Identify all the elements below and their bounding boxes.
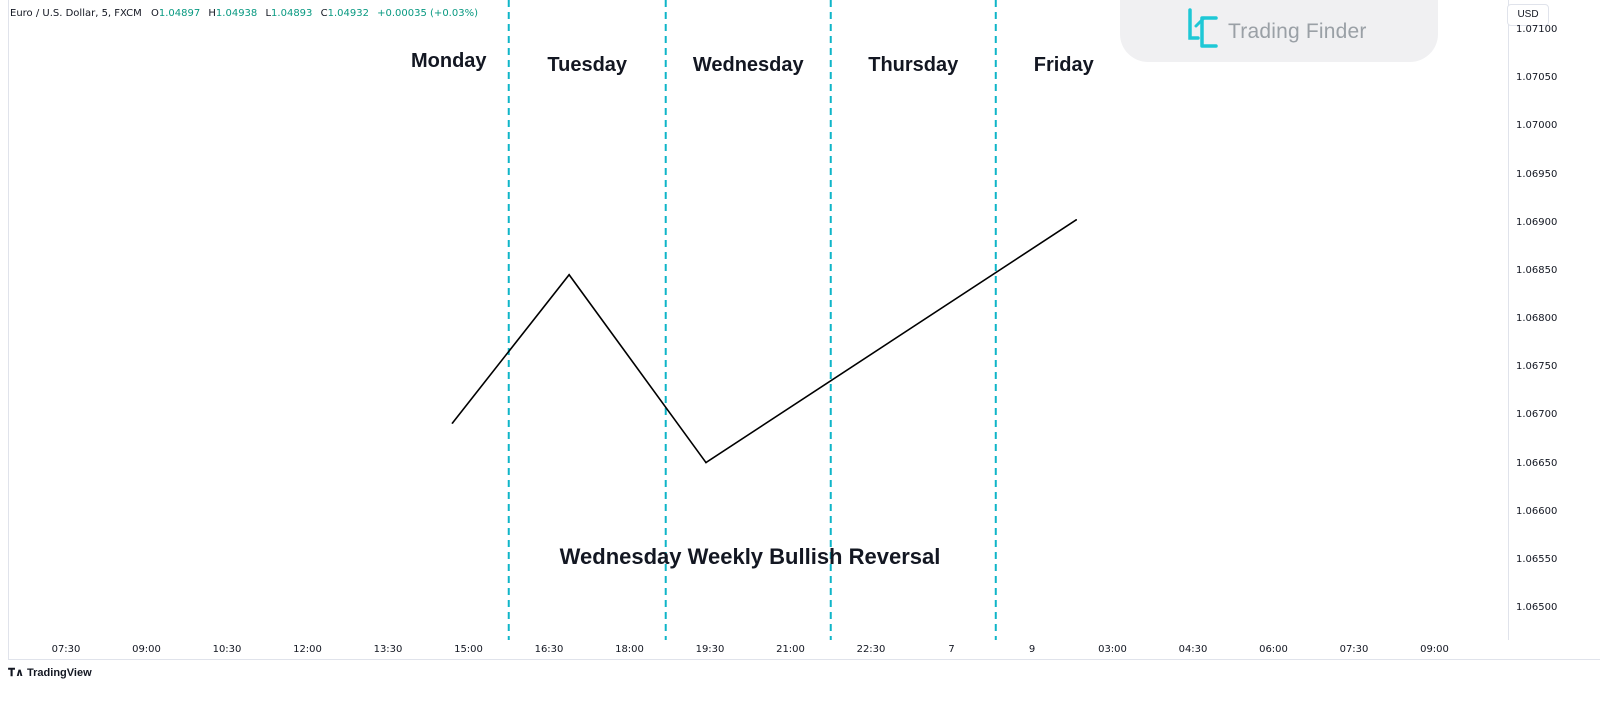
low-value: 1.04893 [271, 8, 313, 19]
y-tick-label: 1.06900 [1516, 216, 1558, 228]
y-tick-label: 1.06750 [1516, 361, 1558, 373]
tradingview-label: TradingView [27, 667, 92, 679]
x-tick-label: 09:00 [1420, 644, 1449, 655]
x-tick-label: 07:30 [51, 644, 81, 655]
y-tick-label: 1.06950 [1516, 168, 1558, 180]
chart-pane[interactable] [8, 0, 1600, 660]
open-value: 1.04897 [158, 8, 201, 19]
x-tick-label: 7 [948, 644, 955, 655]
symbol-name: Euro / U.S. Dollar, 5, FXCM [10, 8, 142, 19]
open-label: O [150, 8, 159, 19]
x-tick-label: 03:00 [1098, 644, 1127, 655]
x-tick-label: 04:30 [1178, 644, 1208, 655]
tradingview-logo-icon: 𝐓∧ [8, 667, 25, 679]
tradingview-brand[interactable]: 𝐓∧ TradingView [8, 666, 92, 680]
currency-button[interactable]: USD [1507, 4, 1549, 26]
y-tick-label: 1.06550 [1516, 553, 1558, 565]
x-tick-label: 9 [1028, 644, 1036, 655]
y-tick-label: 1.07000 [1516, 120, 1558, 132]
watermark-text: Trading Finder [1228, 20, 1367, 43]
day-label-monday: Monday [410, 50, 487, 72]
x-tick-label: 13:30 [373, 644, 403, 655]
day-label-thursday: Thursday [868, 54, 959, 76]
x-tick-label: 12:00 [293, 644, 322, 655]
price-axis[interactable] [1508, 0, 1600, 640]
x-tick-label: 22:30 [856, 644, 886, 655]
x-tick-label: 15:00 [454, 644, 483, 655]
day-label-friday: Friday [1033, 54, 1094, 76]
x-tick-label: 19:30 [695, 644, 725, 655]
y-tick-label: 1.07050 [1516, 72, 1558, 84]
y-tick-label: 1.06850 [1516, 264, 1558, 276]
low-label: L [265, 8, 272, 19]
y-tick-label: 1.06600 [1516, 505, 1558, 517]
x-tick-label: 06:00 [1259, 644, 1288, 655]
price-path-point [705, 461, 707, 464]
high-label: H [208, 8, 216, 19]
close-label: C [320, 8, 328, 19]
y-tick-label: 1.06650 [1516, 457, 1558, 469]
high-value: 1.04938 [215, 8, 258, 19]
day-label-wednesday: Wednesday [692, 54, 804, 76]
price-path-point [1075, 219, 1078, 221]
y-tick-label: 1.07100 [1516, 24, 1558, 35]
y-tick-label: 1.06800 [1516, 313, 1558, 324]
day-label-tuesday: Tuesday [547, 54, 628, 76]
x-tick-label: 21:00 [776, 644, 805, 655]
x-tick-label: 10:30 [212, 644, 242, 655]
x-tick-label: 07:30 [1339, 644, 1369, 655]
trading-finder-watermark: Trading Finder [1120, 0, 1438, 62]
trading-finder-logo-icon [1188, 8, 1218, 48]
change-value: +0.00035 (+0.03%) [377, 8, 478, 19]
symbol-legend: Euro / U.S. Dollar, 5, FXCM O1.04897 H1.… [10, 8, 478, 19]
price-path-point [568, 273, 570, 276]
x-tick-label: 09:00 [132, 644, 161, 655]
y-tick-label: 1.06500 [1516, 602, 1558, 613]
price-path-point [451, 422, 454, 424]
chart-caption: Wednesday Weekly Bullish Reversal [559, 544, 941, 569]
x-tick-label: 16:30 [534, 644, 564, 655]
close-value: 1.04932 [327, 8, 369, 19]
y-tick-label: 1.06700 [1516, 409, 1558, 421]
price-path-line [451, 219, 1077, 464]
x-tick-label: 18:00 [615, 644, 644, 655]
